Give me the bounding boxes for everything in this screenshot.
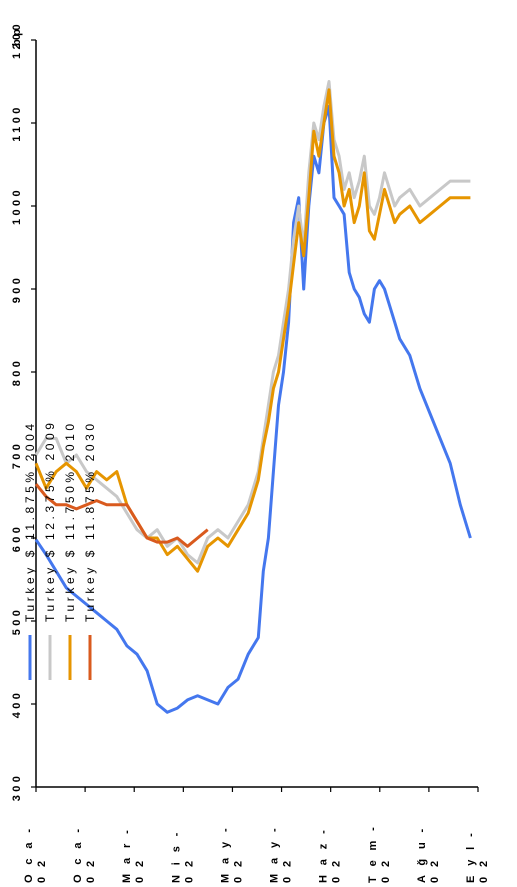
value-tick-label: 1100 (11, 104, 23, 141)
value-tick-label: 600 (11, 524, 23, 553)
date-tick-label: O c a -0 2 (23, 826, 48, 883)
value-axis-ticks: 300 400 500 600 700 800 900 1000 1100 1200 (11, 21, 36, 801)
date-tick-label: N i s -0 2 (170, 829, 195, 883)
series-line (34, 483, 209, 548)
value-axis-unit-label: bp (11, 26, 23, 46)
value-tick-label: 900 (11, 275, 23, 304)
date-tick-label: M a y -0 2 (219, 825, 244, 883)
series-lines (34, 80, 472, 714)
date-tick-label: T e m -0 2 (367, 824, 392, 883)
legend-label: Turkey $ 11.875% 2030 (83, 420, 97, 622)
date-tick-label: M a r -0 2 (121, 827, 146, 883)
value-tick-label: 300 (11, 773, 23, 802)
chart-legend: Turkey $ 11.875% 2004 Turkey $ 12.375% 20… (23, 419, 97, 680)
value-tick-label: 500 (11, 607, 23, 636)
chart-plot: 300 400 500 600 700 800 900 1000 1100 1200 O c a … (11, 21, 490, 883)
series-line (34, 80, 471, 565)
date-tick-label: O c a -0 2 (72, 826, 97, 883)
date-tick-label: H a z -0 2 (318, 827, 343, 883)
series-line (34, 88, 471, 573)
date-tick-label: E y l -0 2 (465, 830, 490, 883)
date-tick-label: A ğ u -0 2 (416, 825, 441, 883)
value-tick-label: 700 (11, 441, 23, 470)
value-tick-label: 1000 (11, 187, 23, 225)
date-tick-label: M a y -0 2 (269, 825, 294, 883)
legend-label: Turkey $ 12.375% 2009 (43, 419, 57, 622)
date-axis-ticks: O c a -0 2 O c a -0 2 M a r -0 2 N i s -0 2… (23, 787, 490, 883)
series-line (34, 104, 472, 714)
value-tick-label: 800 (11, 358, 23, 387)
value-tick-label: 1200 (11, 21, 23, 59)
value-tick-label: 400 (11, 690, 23, 719)
legend-label: Turkey $ 11.875% 2004 (23, 420, 37, 622)
legend-label: Turkey $ 11.750% 2010 (63, 420, 77, 622)
